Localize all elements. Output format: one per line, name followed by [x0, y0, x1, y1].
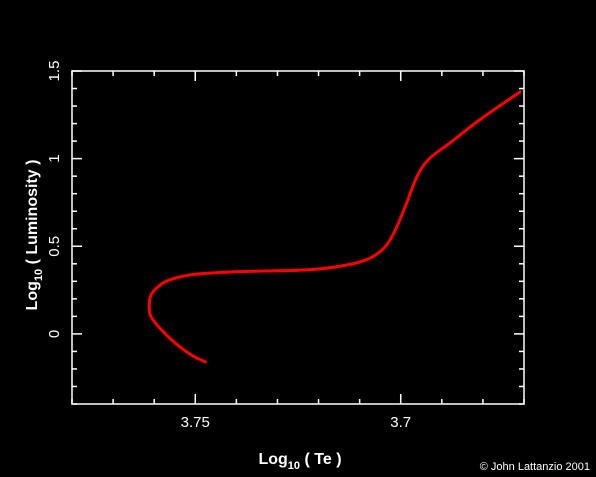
y-tick-label: 0	[46, 330, 63, 338]
copyright-credit: © John Lattanzio 2001	[479, 461, 590, 473]
y-tick-label: 1	[46, 154, 63, 162]
x-tick-label: 3.75	[181, 414, 210, 431]
x-tick-label: 3.7	[390, 414, 411, 431]
evolution-track-line	[147, 90, 522, 364]
y-axis-title: Log10 ( Luminosity )	[24, 160, 45, 311]
tick-labels: 3.75 3.7 0 0.5 1 1.5	[46, 61, 411, 431]
x-axis-title: Log10 ( Te )	[258, 451, 341, 472]
tick-marks	[71, 70, 525, 405]
y-tick-label: 0.5	[46, 236, 63, 257]
y-tick-label: 1.5	[46, 61, 63, 82]
plot-frame	[71, 70, 525, 405]
